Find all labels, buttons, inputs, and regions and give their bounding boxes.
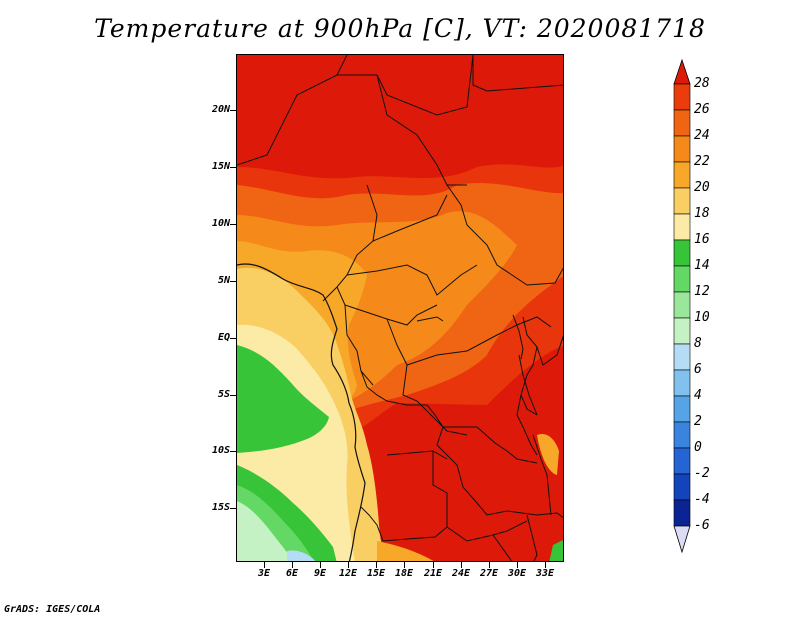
colorbar-label: 4 — [694, 388, 702, 403]
lat-tick — [230, 338, 236, 339]
colorbar-label: -4 — [694, 492, 710, 507]
lat-tick — [230, 395, 236, 396]
lon-label-18e: 18E — [394, 568, 414, 579]
colorbar-label: -6 — [694, 518, 710, 533]
lat-tick — [230, 508, 236, 509]
field-south-cool — [377, 541, 434, 561]
colorbar-label: -2 — [694, 466, 710, 481]
colorbar-swatch — [673, 343, 691, 371]
lat-tick — [230, 167, 236, 168]
colorbar-swatch — [673, 213, 691, 241]
lon-tick — [489, 562, 490, 568]
lat-label-15n: 15N — [211, 161, 230, 172]
credit-text: GrADS: IGES/COLA — [4, 604, 101, 615]
lat-tick — [230, 451, 236, 452]
lat-label-15s: 15S — [211, 502, 230, 513]
lon-label-9e: 9E — [313, 568, 327, 579]
colorbar — [672, 58, 692, 560]
lon-label-30e: 30E — [507, 568, 527, 579]
map-title: Temperature at 900hPa [C], VT: 202008171… — [94, 14, 706, 43]
field-8 — [287, 550, 316, 561]
lon-tick — [292, 562, 293, 568]
lon-label-24e: 24E — [451, 568, 471, 579]
colorbar-swatch — [673, 499, 691, 527]
colorbar-label: 6 — [694, 362, 702, 377]
colorbar-swatch — [673, 421, 691, 449]
field-east-green — [549, 540, 563, 561]
lon-label-27e: 27E — [479, 568, 499, 579]
lon-label-15e: 15E — [366, 568, 386, 579]
colorbar-bottom-arrow — [673, 525, 691, 554]
lat-label-5n: 5N — [217, 275, 230, 286]
colorbar-swatches — [673, 58, 691, 554]
lon-tick — [376, 562, 377, 568]
lon-tick — [517, 562, 518, 568]
colorbar-swatch — [673, 395, 691, 423]
lat-label-20n: 20N — [211, 104, 230, 115]
lat-tick — [230, 281, 236, 282]
colorbar-label: 14 — [694, 258, 710, 273]
lat-label-5s: 5S — [217, 389, 230, 400]
lakes — [416, 314, 552, 516]
lon-tick — [461, 562, 462, 568]
lat-label-10n: 10N — [211, 218, 230, 229]
colorbar-swatch — [673, 369, 691, 397]
temperature-field — [237, 55, 563, 561]
colorbar-label: 18 — [694, 206, 710, 221]
colorbar-label: 28 — [694, 76, 710, 91]
field-10 — [237, 501, 294, 561]
lon-tick — [433, 562, 434, 568]
colorbar-swatch — [673, 135, 691, 163]
lat-tick — [230, 224, 236, 225]
lon-tick — [320, 562, 321, 568]
field-14 — [237, 345, 329, 453]
temperature-map — [236, 54, 564, 562]
colorbar-label: 2 — [694, 414, 702, 429]
lon-label-12e: 12E — [338, 568, 358, 579]
lon-tick — [264, 562, 265, 568]
lat-label-10s: 10S — [211, 445, 230, 456]
lon-label-3e: 3E — [257, 568, 271, 579]
colorbar-top-arrow — [673, 58, 691, 85]
colorbar-swatch — [673, 265, 691, 293]
colorbar-swatch — [673, 291, 691, 319]
colorbar-label: 10 — [694, 310, 710, 325]
colorbar-label: 22 — [694, 154, 710, 169]
lat-tick — [230, 110, 236, 111]
colorbar-swatch — [673, 473, 691, 501]
colorbar-label: 24 — [694, 128, 710, 143]
colorbar-swatch — [673, 161, 691, 189]
lat-label-eq: EQ — [217, 332, 230, 343]
country-borders — [237, 55, 563, 561]
colorbar-label: 0 — [694, 440, 702, 455]
colorbar-swatch — [673, 187, 691, 215]
colorbar-swatch — [673, 83, 691, 111]
colorbar-swatch — [673, 239, 691, 267]
colorbar-label: 16 — [694, 232, 710, 247]
colorbar-swatch — [673, 317, 691, 345]
colorbar-swatch — [673, 447, 691, 475]
lon-label-21e: 21E — [423, 568, 443, 579]
lon-tick — [545, 562, 546, 568]
colorbar-label: 26 — [694, 102, 710, 117]
colorbar-label: 8 — [694, 336, 702, 351]
lon-label-33e: 33E — [535, 568, 555, 579]
lon-label-6e: 6E — [285, 568, 299, 579]
lon-tick — [404, 562, 405, 568]
field-east-yellow — [537, 433, 559, 475]
lon-tick — [348, 562, 349, 568]
colorbar-label: 20 — [694, 180, 710, 195]
coastline — [237, 263, 366, 561]
colorbar-swatch — [673, 109, 691, 137]
colorbar-label: 12 — [694, 284, 710, 299]
